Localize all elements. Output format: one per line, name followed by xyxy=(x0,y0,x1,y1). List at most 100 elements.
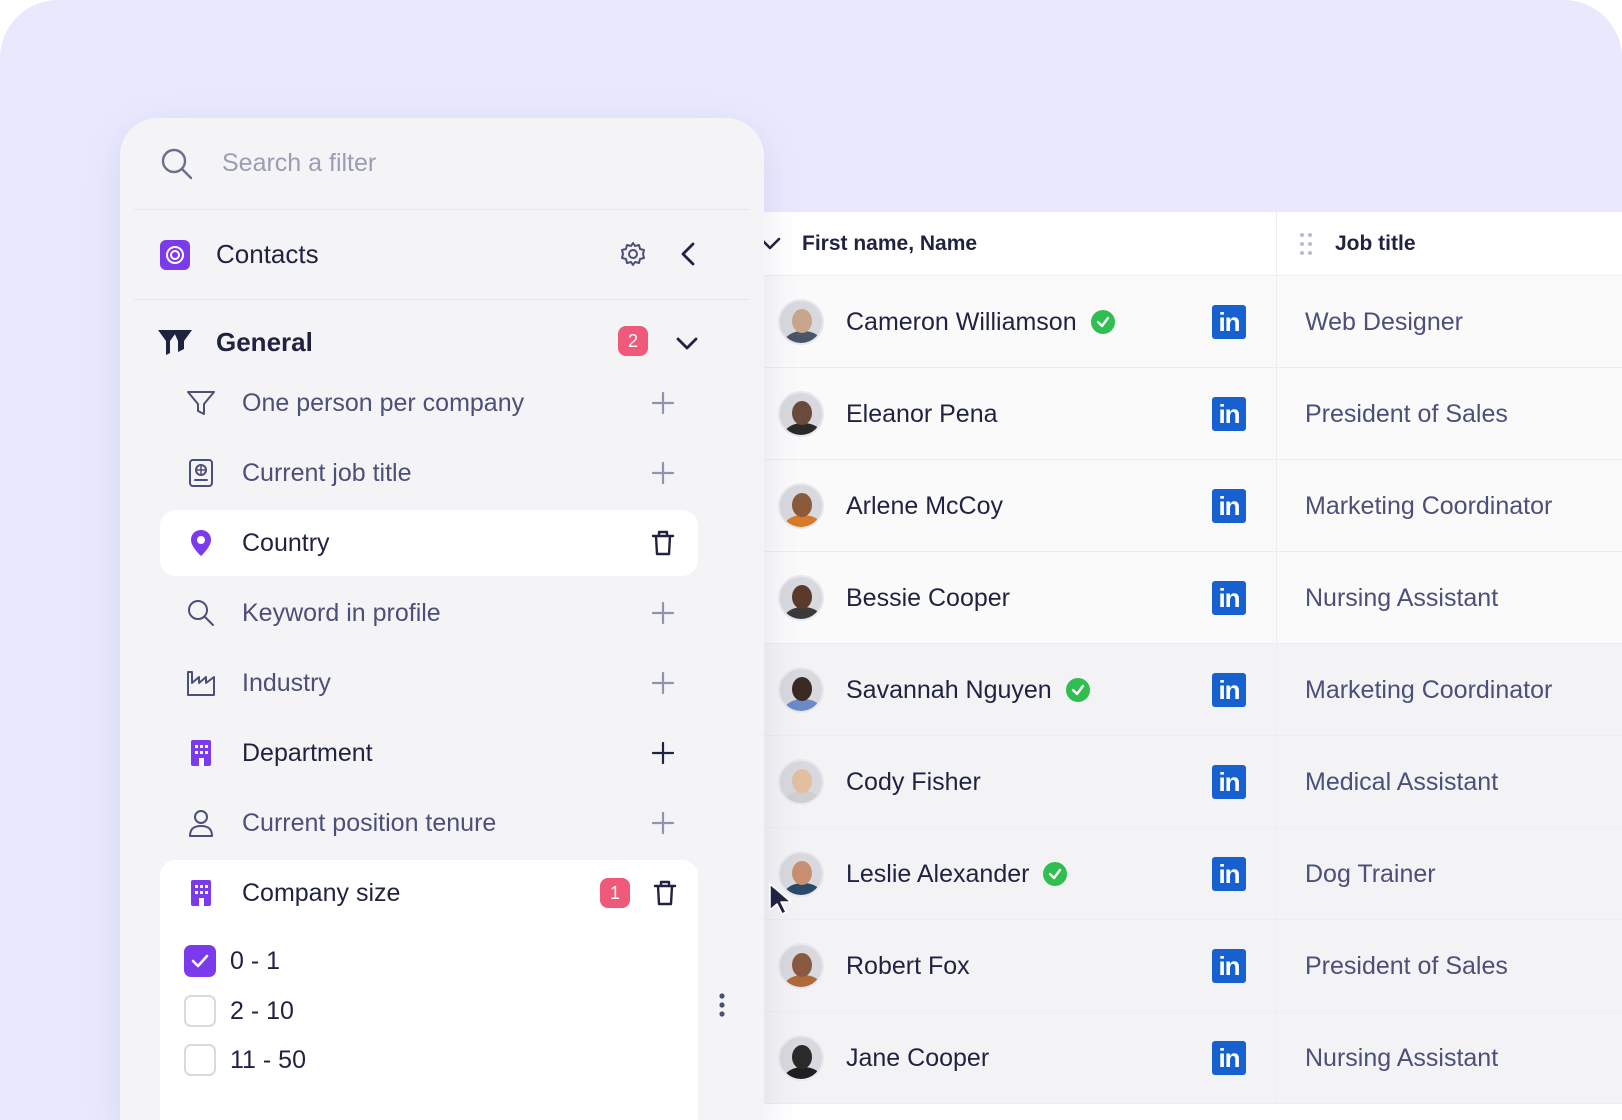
funnel-icon xyxy=(184,386,218,420)
option-label: 2 - 10 xyxy=(230,996,294,1025)
avatar xyxy=(778,299,824,345)
filter-item-one-person-per-company[interactable]: One person per company xyxy=(160,370,698,436)
filter-label: Current job title xyxy=(242,458,412,487)
plus-icon xyxy=(648,391,678,422)
plus-icon xyxy=(648,671,678,702)
table-row[interactable]: Savannah Nguyen in Marketing Coordinator xyxy=(740,644,1622,736)
contact-name[interactable]: Robert Fox xyxy=(846,951,970,980)
table-row[interactable]: Eleanor Pena in President of Sales xyxy=(740,368,1622,460)
linkedin-icon[interactable]: in xyxy=(1212,305,1246,339)
checkbox[interactable] xyxy=(184,995,216,1027)
checkbox[interactable] xyxy=(184,1044,216,1076)
cell-job-title: Marketing Coordinator xyxy=(1276,644,1622,736)
company-size-count-badge: 1 xyxy=(600,878,630,908)
search-icon xyxy=(184,596,218,630)
gear-icon[interactable] xyxy=(618,239,648,269)
chevron-down-icon[interactable] xyxy=(672,328,702,358)
cell-name: Arlene McCoy in xyxy=(740,460,1276,552)
table-body: Cameron Williamson in Web Designer Elean… xyxy=(740,276,1622,1104)
filter-item-current-position-tenure[interactable]: Current position tenure xyxy=(160,790,698,856)
verified-check-icon xyxy=(1065,678,1090,702)
company-size-label: Company size xyxy=(242,878,401,907)
add-filter-button[interactable] xyxy=(648,388,678,418)
option-label: 0 - 1 xyxy=(230,946,281,975)
contacts-header: Contacts xyxy=(134,210,750,300)
add-filter-button[interactable] xyxy=(648,668,678,698)
cell-name: Cameron Williamson in xyxy=(740,276,1276,368)
linkedin-icon[interactable]: in xyxy=(1212,1041,1246,1075)
general-section-header[interactable]: General 2 xyxy=(134,300,750,384)
linkedin-icon[interactable]: in xyxy=(1212,765,1246,799)
avatar xyxy=(778,943,824,989)
table-header: First name, Name Job title xyxy=(740,212,1622,276)
contact-name[interactable]: Arlene McCoy xyxy=(846,491,1003,520)
checkbox[interactable] xyxy=(184,945,216,977)
filter-item-industry[interactable]: Industry xyxy=(160,650,698,716)
linkedin-icon[interactable]: in xyxy=(1212,949,1246,983)
contact-name[interactable]: Leslie Alexander xyxy=(846,859,1030,888)
contact-name[interactable]: Jane Cooper xyxy=(846,1043,990,1072)
filter-item-current-job-title[interactable]: Current job title xyxy=(160,440,698,506)
filter-item-keyword-in-profile[interactable]: Keyword in profile xyxy=(160,580,698,646)
company-size-header[interactable]: Company size 1 xyxy=(160,860,698,926)
chevron-down-icon[interactable] xyxy=(740,237,794,251)
check-icon xyxy=(191,954,209,968)
table-row[interactable]: Bessie Cooper in Nursing Assistant xyxy=(740,552,1622,644)
option-label: 11 - 50 xyxy=(230,1045,306,1074)
linkedin-icon[interactable]: in xyxy=(1212,397,1246,431)
trash-icon[interactable] xyxy=(650,878,680,908)
avatar xyxy=(778,575,824,621)
filter-item-department[interactable]: Department xyxy=(160,720,698,786)
contact-name[interactable]: Eleanor Pena xyxy=(846,399,998,428)
filter-stack-icon xyxy=(158,330,192,355)
table-row[interactable]: Leslie Alexander in Dog Trainer xyxy=(740,828,1622,920)
filter-label: Industry xyxy=(242,668,331,697)
company-size-option[interactable]: 11 - 50 xyxy=(184,1043,306,1077)
contact-name[interactable]: Bessie Cooper xyxy=(846,583,1010,612)
linkedin-icon[interactable]: in xyxy=(1212,581,1246,615)
id-badge-icon xyxy=(184,456,218,490)
table-row[interactable]: Cody Fisher in Medical Assistant xyxy=(740,736,1622,828)
search-icon xyxy=(161,148,193,179)
plus-icon xyxy=(648,811,678,842)
chevron-left-icon[interactable] xyxy=(674,239,704,269)
contact-name[interactable]: Cody Fisher xyxy=(846,767,981,796)
filter-search xyxy=(134,118,750,210)
column-header-name[interactable]: First name, Name xyxy=(740,212,1276,276)
search-input[interactable] xyxy=(222,149,702,178)
cell-name: Leslie Alexander in xyxy=(740,828,1276,920)
linkedin-icon[interactable]: in xyxy=(1212,673,1246,707)
add-filter-button[interactable] xyxy=(648,458,678,488)
add-filter-button[interactable] xyxy=(648,738,678,768)
contact-name[interactable]: Savannah Nguyen xyxy=(846,675,1052,704)
more-options-icon[interactable] xyxy=(718,992,726,1018)
column-header-job[interactable]: Job title xyxy=(1276,212,1622,276)
table-row[interactable]: Robert Fox in President of Sales xyxy=(740,920,1622,1012)
drag-handle-icon[interactable] xyxy=(1297,233,1315,255)
company-size-option[interactable]: 0 - 1 xyxy=(184,944,280,978)
filter-item-country[interactable]: Country xyxy=(160,510,698,576)
cell-job-title: Medical Assistant xyxy=(1276,736,1622,828)
filter-label: Keyword in profile xyxy=(242,598,441,627)
avatar xyxy=(778,483,824,529)
filter-label: Country xyxy=(242,528,330,557)
table-row[interactable]: Jane Cooper in Nursing Assistant xyxy=(740,1012,1622,1104)
table-row[interactable]: Arlene McCoy in Marketing Coordinator xyxy=(740,460,1622,552)
factory-icon xyxy=(184,666,218,700)
column-header-job-label: Job title xyxy=(1335,232,1416,255)
building-icon xyxy=(184,736,218,770)
add-filter-button[interactable] xyxy=(648,598,678,628)
linkedin-icon[interactable]: in xyxy=(1212,489,1246,523)
avatar xyxy=(778,851,824,897)
table-row[interactable]: Cameron Williamson in Web Designer xyxy=(740,276,1622,368)
general-title: General xyxy=(216,326,313,357)
general-count-badge: 2 xyxy=(618,326,648,356)
company-size-option[interactable]: 2 - 10 xyxy=(184,994,294,1028)
avatar xyxy=(778,667,824,713)
filter-label: One person per company xyxy=(242,388,525,417)
linkedin-icon[interactable]: in xyxy=(1212,857,1246,891)
contact-name[interactable]: Cameron Williamson xyxy=(846,307,1077,336)
remove-filter-button[interactable] xyxy=(648,528,678,558)
add-filter-button[interactable] xyxy=(648,808,678,838)
